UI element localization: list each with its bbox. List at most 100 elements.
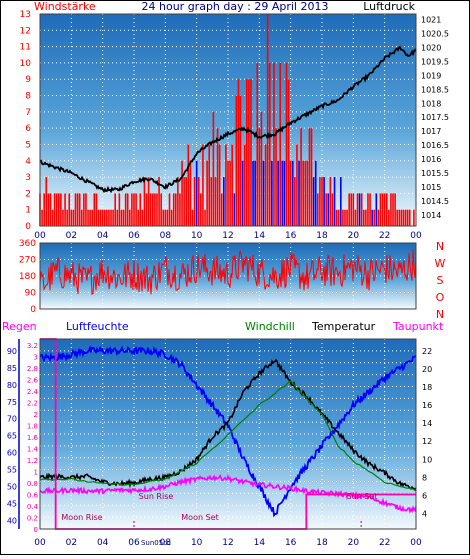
wind-direction-line — [39, 249, 417, 295]
pressure-tick: 1019.5 — [421, 57, 449, 66]
x-tick-label: 14 — [254, 231, 266, 241]
wind-speed-tick: 8 — [25, 92, 31, 102]
humidity-tick: 75 — [7, 398, 17, 407]
rain-tick: 1.6 — [27, 434, 39, 442]
temperature-tick: 20 — [422, 365, 432, 374]
x-tick-label: 02 — [66, 538, 77, 548]
pressure-tick: 1018.5 — [421, 85, 449, 94]
wind-direction-tick: 90 — [25, 289, 37, 299]
pressure-tick: 1017.5 — [421, 113, 449, 122]
humidity-tick: 50 — [7, 483, 17, 492]
x-tick-label: 04 — [97, 231, 109, 241]
wind-speed-tick: 13 — [20, 10, 31, 20]
rain-tick: 1.2 — [27, 457, 38, 465]
x-tick-label: 00 — [410, 231, 422, 241]
wind-direction-series — [39, 249, 417, 295]
pressure-line — [39, 45, 417, 194]
x-tick-label: 00 — [34, 231, 46, 241]
humidity-tick: 65 — [7, 432, 17, 441]
x-tick-label: 08 — [160, 538, 172, 548]
rain-tick: 2.6 — [27, 376, 39, 384]
x-tick-label: 18 — [316, 538, 328, 548]
wind-direction-tick: 270 — [19, 256, 36, 266]
humidity-tick: 40 — [7, 517, 17, 526]
pressure-tick: 1016 — [421, 155, 441, 164]
wind-speed-axis-label: Windstärke — [34, 0, 96, 13]
wind-speed-tick: 4 — [25, 157, 31, 167]
rain-tick: 2.8 — [27, 365, 38, 373]
rain-tick: 3.2 — [27, 342, 38, 350]
moon-set-label: Moon Set — [181, 513, 218, 522]
compass-label: N — [436, 308, 444, 321]
humidity-line — [39, 345, 417, 518]
pressure-tick: 1021 — [421, 16, 441, 25]
wind-direction-tick: 0 — [30, 305, 36, 315]
x-tick-label: 20 — [348, 538, 360, 548]
legend-dewpoint: Taupunkt — [392, 320, 444, 333]
humidity-tick: 60 — [7, 449, 17, 458]
rain-tick: 0.6 — [27, 491, 39, 499]
legend-humidity: Luftfeuchte — [66, 320, 129, 333]
wind-direction-tick: 360 — [19, 239, 36, 249]
humidity-tick: 85 — [7, 364, 17, 373]
wind-speed-tick: 1 — [25, 206, 31, 216]
temperature-tick: 14 — [422, 419, 432, 428]
pressure-tick: 1015 — [421, 183, 441, 192]
x-tick-label: 04 — [97, 538, 109, 548]
legend-temperature: Temperatur — [311, 320, 376, 333]
windchill-line — [39, 379, 417, 492]
pressure-tick: 1020 — [421, 43, 441, 52]
pressure-tick: 1020.5 — [421, 30, 449, 39]
wind-speed-tick: 7 — [25, 108, 31, 118]
plot-frame — [39, 13, 417, 227]
pressure-tick: 1016.5 — [421, 141, 449, 150]
legend-windchill: Windchill — [245, 320, 295, 333]
pressure-axis-label: Luftdruck — [363, 0, 415, 13]
rain-tick: 0.4 — [27, 503, 39, 511]
x-tick-label: 16 — [285, 231, 297, 241]
temperature-tick: 22 — [422, 347, 432, 356]
sunrise-axis-label: Sun05cc — [141, 539, 171, 547]
x-tick-label: 08 — [160, 231, 172, 241]
humidity-tick: 70 — [7, 415, 17, 424]
rain-tick: 0.8 — [27, 480, 38, 488]
wind-speed-tick: 0 — [25, 222, 31, 232]
chart-title: 24 hour graph day : 29 April 2013 — [142, 0, 329, 13]
rain-tick: 2.2 — [27, 399, 38, 407]
x-tick-label: 12 — [222, 538, 233, 548]
plot-frame — [39, 338, 417, 530]
rain-tick: 0 — [34, 526, 38, 534]
x-tick-label: 10 — [191, 231, 203, 241]
wind-speed-tick: 3 — [25, 173, 31, 183]
legend-rain: Regen — [2, 320, 37, 333]
sun-set-label: Sun Set — [347, 492, 378, 501]
wind-speed-tick: 6 — [25, 124, 31, 134]
compass-label: O — [436, 291, 445, 304]
humidity-tick: 55 — [7, 466, 17, 475]
humidity-tick: 45 — [7, 500, 17, 509]
rain-tick: 1.4 — [27, 445, 39, 453]
x-tick-label: 02 — [66, 231, 77, 241]
x-tick-label: 20 — [348, 231, 360, 241]
humidity-temperature-ticks: 40 45 50 55 60 65 70 75 80 85 90 0 0.2 0.4 0.6 0.8 1 1.2 1… — [7, 342, 432, 548]
rain-tick: 1.8 — [27, 422, 38, 430]
pressure-tick: 1015.5 — [421, 169, 449, 178]
x-tick-label: 06 — [128, 538, 140, 548]
pressure-tick: 1018 — [421, 99, 441, 108]
rain-tick: 2.4 — [27, 388, 39, 396]
temperature-tick: 16 — [422, 401, 432, 410]
rain-tick: 2 — [34, 411, 38, 419]
x-tick-label: 18 — [316, 231, 328, 241]
x-tick-label: 22 — [379, 538, 390, 548]
temperature-tick: 10 — [422, 455, 432, 464]
pressure-tick: 1014 — [421, 211, 441, 220]
wind-speed-tick: 12 — [20, 26, 31, 36]
temperature-tick: 8 — [422, 473, 427, 482]
compass-label: W — [435, 257, 446, 270]
pressure-tick: 1019 — [421, 71, 441, 80]
sun-rise-label: Sun Rise — [139, 492, 174, 501]
x-tick-label: 14 — [254, 538, 266, 548]
moon-rise-label: Moon Rise — [61, 513, 102, 522]
